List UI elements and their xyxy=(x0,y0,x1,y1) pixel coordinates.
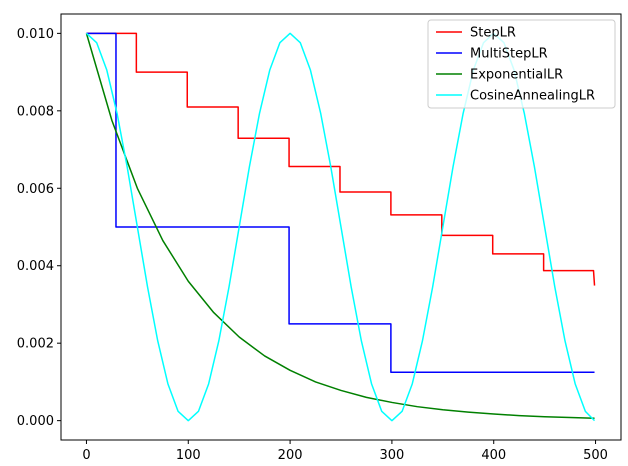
legend-label-multisteplr: MultiStepLR xyxy=(470,47,548,62)
series-line-exponentiallr xyxy=(85,33,595,420)
legend-box xyxy=(427,19,616,109)
legend-label-cosineannealinglr: CosineAnnealingLR xyxy=(470,89,595,104)
y-tick-label: 0.002 xyxy=(17,337,54,352)
legend-label-steplr: StepLR xyxy=(470,26,516,41)
legend-label-exponentiallr: ExponentialLR xyxy=(470,68,563,83)
legend: StepLR MultiStepLR ExponentialLR CosineAnne… xyxy=(427,19,616,109)
y-tick-label: 0.004 xyxy=(17,259,54,274)
series-line-steplr xyxy=(86,32,596,286)
plot-area-frame xyxy=(60,13,622,441)
y-tick-label: 0.008 xyxy=(17,104,54,119)
x-axis: 0 100 200 300 400 500 xyxy=(82,440,608,463)
x-tick-label: 100 xyxy=(176,448,201,463)
y-tick-label: 0.010 xyxy=(17,27,54,42)
x-tick-label: 0 xyxy=(82,448,90,463)
x-tick-label: 200 xyxy=(278,448,303,463)
y-axis: 0.000 0.002 0.004 0.006 0.008 0.010 xyxy=(17,27,61,429)
y-tick-label: 0.000 xyxy=(17,414,54,429)
x-tick-label: 400 xyxy=(481,448,506,463)
series-layer xyxy=(85,32,596,422)
x-tick-label: 500 xyxy=(583,448,608,463)
y-tick-label: 0.006 xyxy=(17,182,54,197)
series-line-multisteplr xyxy=(86,32,595,373)
x-tick-label: 300 xyxy=(379,448,404,463)
